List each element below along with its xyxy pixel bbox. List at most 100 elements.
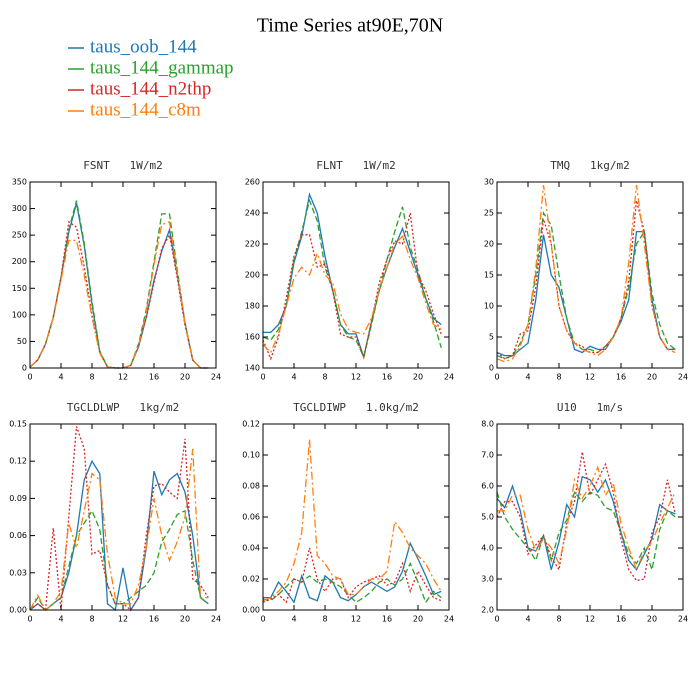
x-tick-label: 20 — [180, 373, 190, 382]
x-tick-label: 24 — [211, 615, 221, 624]
x-tick-label: 12 — [351, 373, 361, 382]
x-tick-label: 16 — [382, 373, 392, 382]
y-tick-label: 0.15 — [9, 420, 27, 429]
panel-title: U10 1m/s — [557, 401, 623, 414]
series-line — [496, 185, 676, 363]
x-tick-label: 4 — [291, 615, 296, 624]
series-line — [262, 212, 442, 361]
x-tick-label: 16 — [382, 615, 392, 624]
x-tick-label: 0 — [260, 615, 265, 624]
series-line — [496, 475, 676, 571]
y-tick-label: 0.00 — [9, 606, 27, 615]
x-tick-label: 0 — [27, 615, 32, 624]
series-line — [497, 465, 676, 572]
figure-title: Time Series at90E,70N — [257, 15, 443, 37]
y-tick-label: 5.0 — [481, 513, 494, 522]
series-line — [263, 192, 442, 360]
x-tick-label: 12 — [118, 615, 128, 624]
y-tick-label: 7.0 — [481, 451, 494, 460]
x-tick-label: 8 — [322, 615, 327, 624]
x-tick-label: 0 — [260, 373, 265, 382]
x-tick-label: 0 — [494, 373, 499, 382]
x-tick-label: 24 — [444, 373, 454, 382]
y-tick-label: 3.0 — [481, 575, 494, 584]
y-tick-label: 0.09 — [9, 494, 27, 503]
y-tick-label: 150 — [12, 284, 27, 293]
x-tick-label: 24 — [211, 373, 221, 382]
x-tick-label: 8 — [89, 373, 94, 382]
panel-title: FLNT 1W/m2 — [316, 159, 395, 172]
series-line — [29, 200, 209, 369]
x-tick-label: 4 — [58, 373, 63, 382]
x-tick-label: 4 — [291, 373, 296, 382]
y-tick-label: 260 — [245, 178, 260, 187]
y-tick-label: 0 — [22, 364, 27, 373]
x-tick-label: 4 — [525, 615, 530, 624]
y-tick-label: 350 — [12, 178, 27, 187]
x-tick-label: 12 — [351, 615, 361, 624]
x-tick-label: 0 — [494, 615, 499, 624]
series-line — [29, 448, 209, 612]
series-line — [29, 509, 209, 611]
legend-label: taus_oob_144 — [90, 36, 197, 57]
series-line — [29, 203, 209, 369]
panel-title: TGCLDLWP 1kg/m2 — [67, 401, 180, 414]
y-tick-label: 10 — [484, 302, 494, 311]
y-tick-label: 100 — [12, 310, 27, 319]
x-tick-label: 0 — [27, 373, 32, 382]
y-tick-label: 200 — [245, 271, 260, 280]
y-tick-label: 0.04 — [242, 544, 260, 553]
series-line — [262, 439, 442, 602]
series-line — [262, 547, 442, 604]
x-tick-label: 20 — [413, 615, 423, 624]
panel-title: TMQ 1kg/m2 — [550, 159, 629, 172]
plot-frame — [262, 423, 450, 611]
plot-frame — [496, 181, 684, 369]
series-line — [262, 198, 442, 360]
panel-title: TGCLDIWP 1.0kg/m2 — [293, 401, 419, 414]
series-line — [29, 459, 209, 612]
y-tick-label: 0 — [489, 364, 494, 373]
y-tick-label: 0.06 — [9, 531, 27, 540]
x-tick-label: 20 — [413, 373, 423, 382]
series-line — [29, 426, 209, 612]
legend-label: taus_144_n2thp — [90, 78, 211, 99]
y-tick-label: 2.0 — [481, 606, 494, 615]
y-tick-label: 0.03 — [9, 568, 27, 577]
x-tick-label: 8 — [89, 615, 94, 624]
y-tick-label: 180 — [245, 302, 260, 311]
y-tick-label: 50 — [17, 337, 27, 346]
x-tick-label: 8 — [556, 615, 561, 624]
x-tick-label: 16 — [616, 615, 626, 624]
series-line — [496, 451, 676, 582]
series-line — [496, 230, 676, 357]
y-tick-label: 0.10 — [242, 451, 260, 460]
legend-label: taus_144_gammap — [90, 57, 234, 78]
y-tick-label: 0.12 — [9, 457, 27, 466]
y-tick-label: 25 — [484, 209, 494, 218]
series-line — [496, 490, 676, 573]
panel-title: FSNT 1W/m2 — [83, 159, 162, 172]
y-tick-label: 30 — [484, 178, 494, 187]
series-line — [496, 200, 676, 360]
x-tick-label: 24 — [678, 615, 688, 624]
x-tick-label: 8 — [556, 373, 561, 382]
y-tick-label: 250 — [12, 231, 27, 240]
x-tick-label: 20 — [647, 373, 657, 382]
y-tick-label: 0.08 — [242, 482, 260, 491]
y-tick-label: 160 — [245, 333, 260, 342]
y-tick-label: 0.02 — [242, 575, 260, 584]
x-tick-label: 12 — [118, 373, 128, 382]
y-tick-label: 4.0 — [481, 544, 494, 553]
y-tick-label: 0.12 — [242, 420, 260, 429]
x-tick-label: 4 — [58, 615, 63, 624]
x-tick-label: 12 — [585, 615, 595, 624]
series-line — [262, 561, 442, 604]
y-tick-label: 240 — [245, 209, 260, 218]
x-tick-label: 24 — [444, 615, 454, 624]
x-tick-label: 20 — [647, 615, 657, 624]
y-tick-label: 5 — [489, 333, 494, 342]
x-tick-label: 20 — [180, 615, 190, 624]
y-tick-label: 8.0 — [481, 420, 494, 429]
